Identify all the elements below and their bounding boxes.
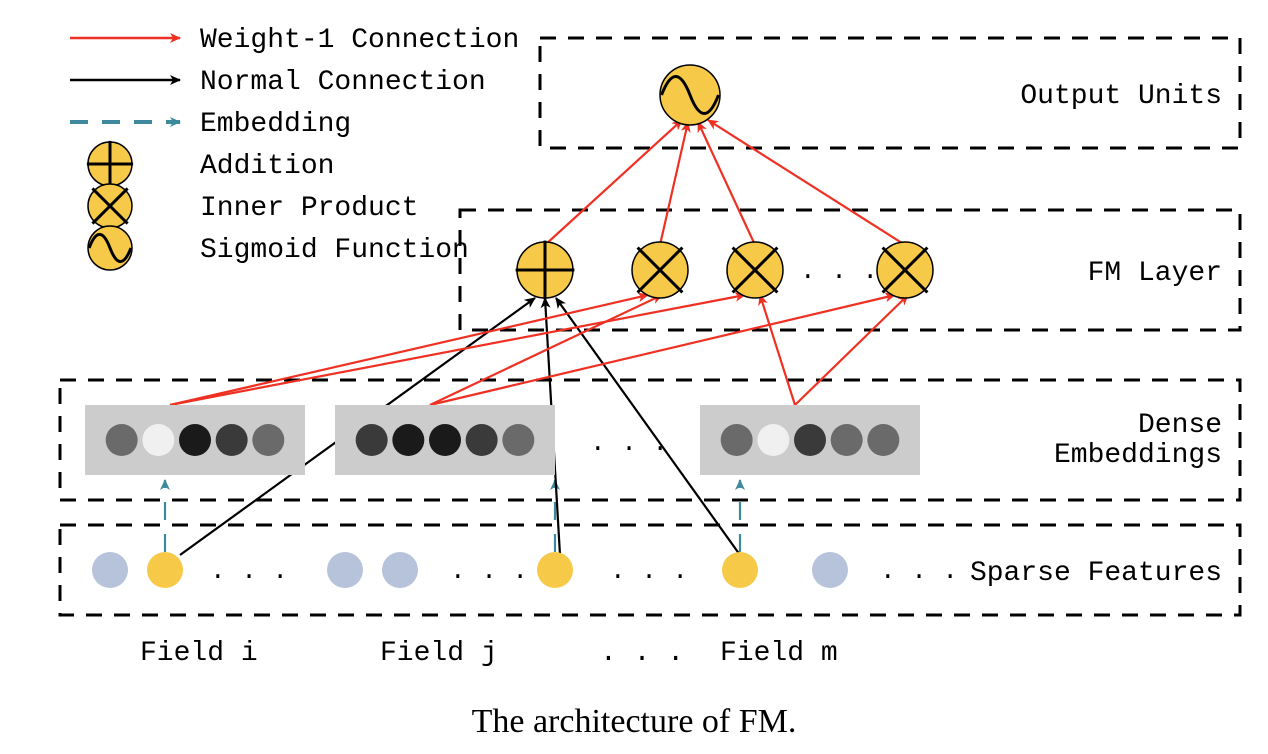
legend-label: Weight-1 Connection	[200, 25, 519, 56]
sparse-feature	[382, 552, 418, 588]
connection-arrow	[660, 122, 688, 245]
legend-label: Addition	[200, 151, 334, 182]
embedding-dim	[867, 424, 899, 456]
sparse-feature	[812, 552, 848, 588]
connection-arrow	[698, 122, 755, 245]
embedding-dim	[252, 424, 284, 456]
embedding-dim	[106, 424, 138, 456]
legend-label: Inner Product	[200, 193, 418, 224]
sparse-feature-active	[147, 552, 183, 588]
embedding-dim	[392, 424, 424, 456]
legend-label: Sigmoid Function	[200, 235, 469, 266]
ellipsis: . . .	[800, 256, 878, 286]
layer-label: Sparse Features	[970, 558, 1222, 589]
ellipsis: . . .	[610, 556, 688, 586]
connection-arrow	[708, 120, 905, 245]
connection-arrow	[795, 295, 908, 405]
ellipsis: . . .	[880, 556, 958, 586]
embedding-dim	[216, 424, 248, 456]
embedding-dim	[179, 424, 211, 456]
ellipsis: . . .	[590, 428, 668, 458]
layer-label: Output Units	[1020, 81, 1222, 112]
field-label: Field i	[140, 638, 258, 669]
embedding-dim	[356, 424, 388, 456]
ellipsis: . . .	[450, 556, 528, 586]
layer-label: DenseEmbeddings	[1054, 410, 1222, 471]
layer-label: FM Layer	[1088, 258, 1222, 289]
ellipsis: . . .	[210, 556, 288, 586]
field-label: Field j	[380, 638, 498, 669]
embedding-dim	[721, 424, 753, 456]
embedding-dim	[502, 424, 534, 456]
embedding-dim	[429, 424, 461, 456]
embedding-dim	[466, 424, 498, 456]
sparse-feature	[92, 552, 128, 588]
embedding-dim	[831, 424, 863, 456]
embedding-dim	[794, 424, 826, 456]
connection-arrow	[545, 120, 682, 245]
embedding-dim	[757, 424, 789, 456]
figure-caption: The architecture of FM.	[472, 703, 797, 740]
embedding-dim	[142, 424, 174, 456]
sparse-feature-active	[722, 552, 758, 588]
sparse-feature-active	[537, 552, 573, 588]
field-label: . . .	[600, 638, 684, 669]
connection-arrow	[760, 295, 795, 405]
sparse-feature	[327, 552, 363, 588]
legend-label: Normal Connection	[200, 67, 486, 98]
field-label: Field m	[720, 638, 838, 669]
legend-label: Embedding	[200, 109, 351, 140]
